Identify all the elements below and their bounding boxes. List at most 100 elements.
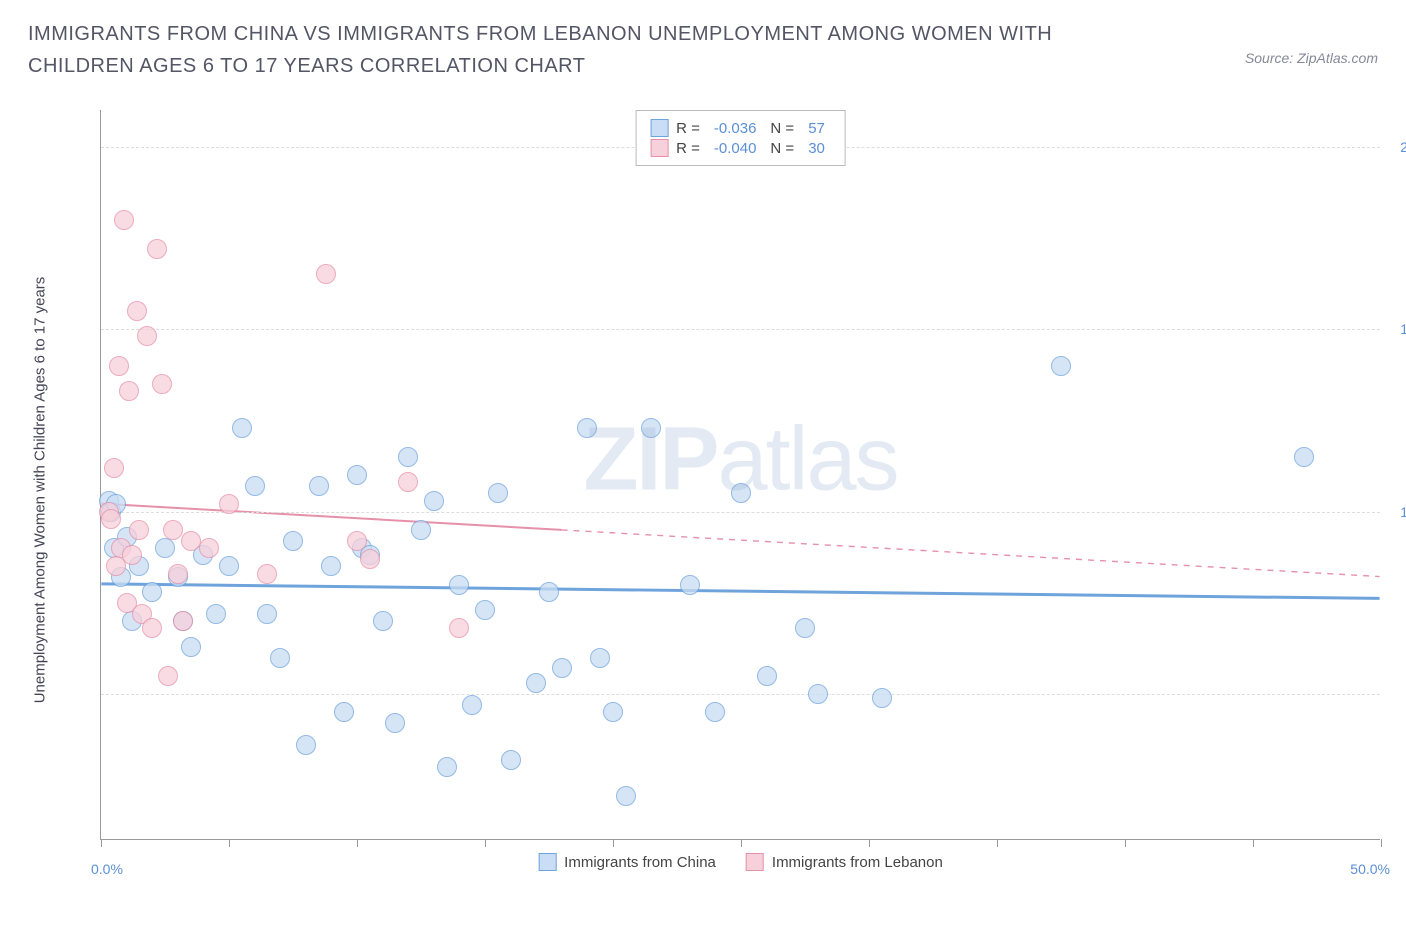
- data-point: [526, 673, 546, 693]
- data-point: [129, 520, 149, 540]
- data-point: [462, 695, 482, 715]
- data-point: [334, 702, 354, 722]
- r-value-china: -0.036: [714, 120, 757, 137]
- data-point: [373, 611, 393, 631]
- data-point: [114, 210, 134, 230]
- n-value-china: 57: [808, 120, 825, 137]
- data-point: [163, 520, 183, 540]
- data-point: [808, 684, 828, 704]
- data-point: [680, 575, 700, 595]
- x-tick: [229, 839, 230, 847]
- legend-item-china: Immigrants from China: [538, 853, 716, 871]
- data-point: [147, 239, 167, 259]
- x-tick: [357, 839, 358, 847]
- data-point: [199, 538, 219, 558]
- x-tick: [997, 839, 998, 847]
- source-label: Source: ZipAtlas.com: [1245, 50, 1378, 66]
- data-point: [590, 648, 610, 668]
- data-point: [1294, 447, 1314, 467]
- y-tick-label: 5.0%: [1390, 686, 1406, 702]
- legend-item-lebanon: Immigrants from Lebanon: [746, 853, 943, 871]
- data-point: [142, 582, 162, 602]
- data-point: [437, 757, 457, 777]
- data-point: [296, 735, 316, 755]
- n-value-lebanon: 30: [808, 140, 825, 157]
- data-point: [385, 713, 405, 733]
- y-tick-label: 10.0%: [1390, 504, 1406, 520]
- data-point: [232, 418, 252, 438]
- x-tick: [1253, 839, 1254, 847]
- legend-swatch-china: [650, 119, 668, 137]
- legend-swatch-lebanon: [650, 139, 668, 157]
- legend-row-lebanon: R = -0.040 N = 30: [650, 139, 831, 157]
- legend-swatch-lebanon-bottom: [746, 853, 764, 871]
- trend-lines-svg: [101, 110, 1380, 839]
- data-point: [206, 604, 226, 624]
- gridline: [101, 512, 1380, 513]
- legend-swatch-china-bottom: [538, 853, 556, 871]
- data-point: [347, 531, 367, 551]
- data-point: [257, 604, 277, 624]
- x-tick-label-max: 50.0%: [1350, 861, 1390, 877]
- data-point: [795, 618, 815, 638]
- data-point: [181, 637, 201, 657]
- data-point: [127, 301, 147, 321]
- data-point: [398, 472, 418, 492]
- gridline: [101, 694, 1380, 695]
- data-point: [705, 702, 725, 722]
- legend-label-lebanon: Immigrants from Lebanon: [772, 854, 943, 871]
- data-point: [449, 618, 469, 638]
- r-label: R =: [676, 120, 700, 137]
- data-point: [283, 531, 303, 551]
- data-point: [475, 600, 495, 620]
- legend-label-china: Immigrants from China: [564, 854, 716, 871]
- gridline: [101, 329, 1380, 330]
- x-tick: [613, 839, 614, 847]
- chart-title: IMMIGRANTS FROM CHINA VS IMMIGRANTS FROM…: [28, 18, 1128, 82]
- x-tick: [869, 839, 870, 847]
- data-point: [219, 556, 239, 576]
- data-point: [731, 483, 751, 503]
- data-point: [137, 326, 157, 346]
- data-point: [616, 786, 636, 806]
- data-point: [257, 564, 277, 584]
- chart-area: Unemployment Among Women with Children A…: [70, 110, 1380, 870]
- data-point: [872, 688, 892, 708]
- data-point: [219, 494, 239, 514]
- data-point: [757, 666, 777, 686]
- data-point: [168, 564, 188, 584]
- data-point: [245, 476, 265, 496]
- data-point: [488, 483, 508, 503]
- data-point: [449, 575, 469, 595]
- x-tick-label-min: 0.0%: [91, 861, 123, 877]
- data-point: [411, 520, 431, 540]
- data-point: [603, 702, 623, 722]
- data-point: [122, 545, 142, 565]
- data-point: [552, 658, 572, 678]
- x-tick: [1125, 839, 1126, 847]
- data-point: [539, 582, 559, 602]
- data-point: [577, 418, 597, 438]
- x-tick: [1381, 839, 1382, 847]
- data-point: [1051, 356, 1071, 376]
- data-point: [142, 618, 162, 638]
- y-tick-label: 15.0%: [1390, 321, 1406, 337]
- x-tick: [101, 839, 102, 847]
- n-label: N =: [770, 120, 794, 137]
- series-legend: Immigrants from China Immigrants from Le…: [538, 853, 943, 871]
- data-point: [109, 356, 129, 376]
- n-label: N =: [770, 140, 794, 157]
- data-point: [398, 447, 418, 467]
- data-point: [641, 418, 661, 438]
- data-point: [347, 465, 367, 485]
- data-point: [360, 549, 380, 569]
- correlation-legend: R = -0.036 N = 57 R = -0.040 N = 30: [635, 110, 846, 166]
- data-point: [321, 556, 341, 576]
- data-point: [119, 381, 139, 401]
- data-point: [501, 750, 521, 770]
- r-value-lebanon: -0.040: [714, 140, 757, 157]
- data-point: [101, 509, 121, 529]
- legend-row-china: R = -0.036 N = 57: [650, 119, 831, 137]
- plot-area: R = -0.036 N = 57 R = -0.040 N = 30 ZIPa…: [100, 110, 1380, 840]
- x-tick: [485, 839, 486, 847]
